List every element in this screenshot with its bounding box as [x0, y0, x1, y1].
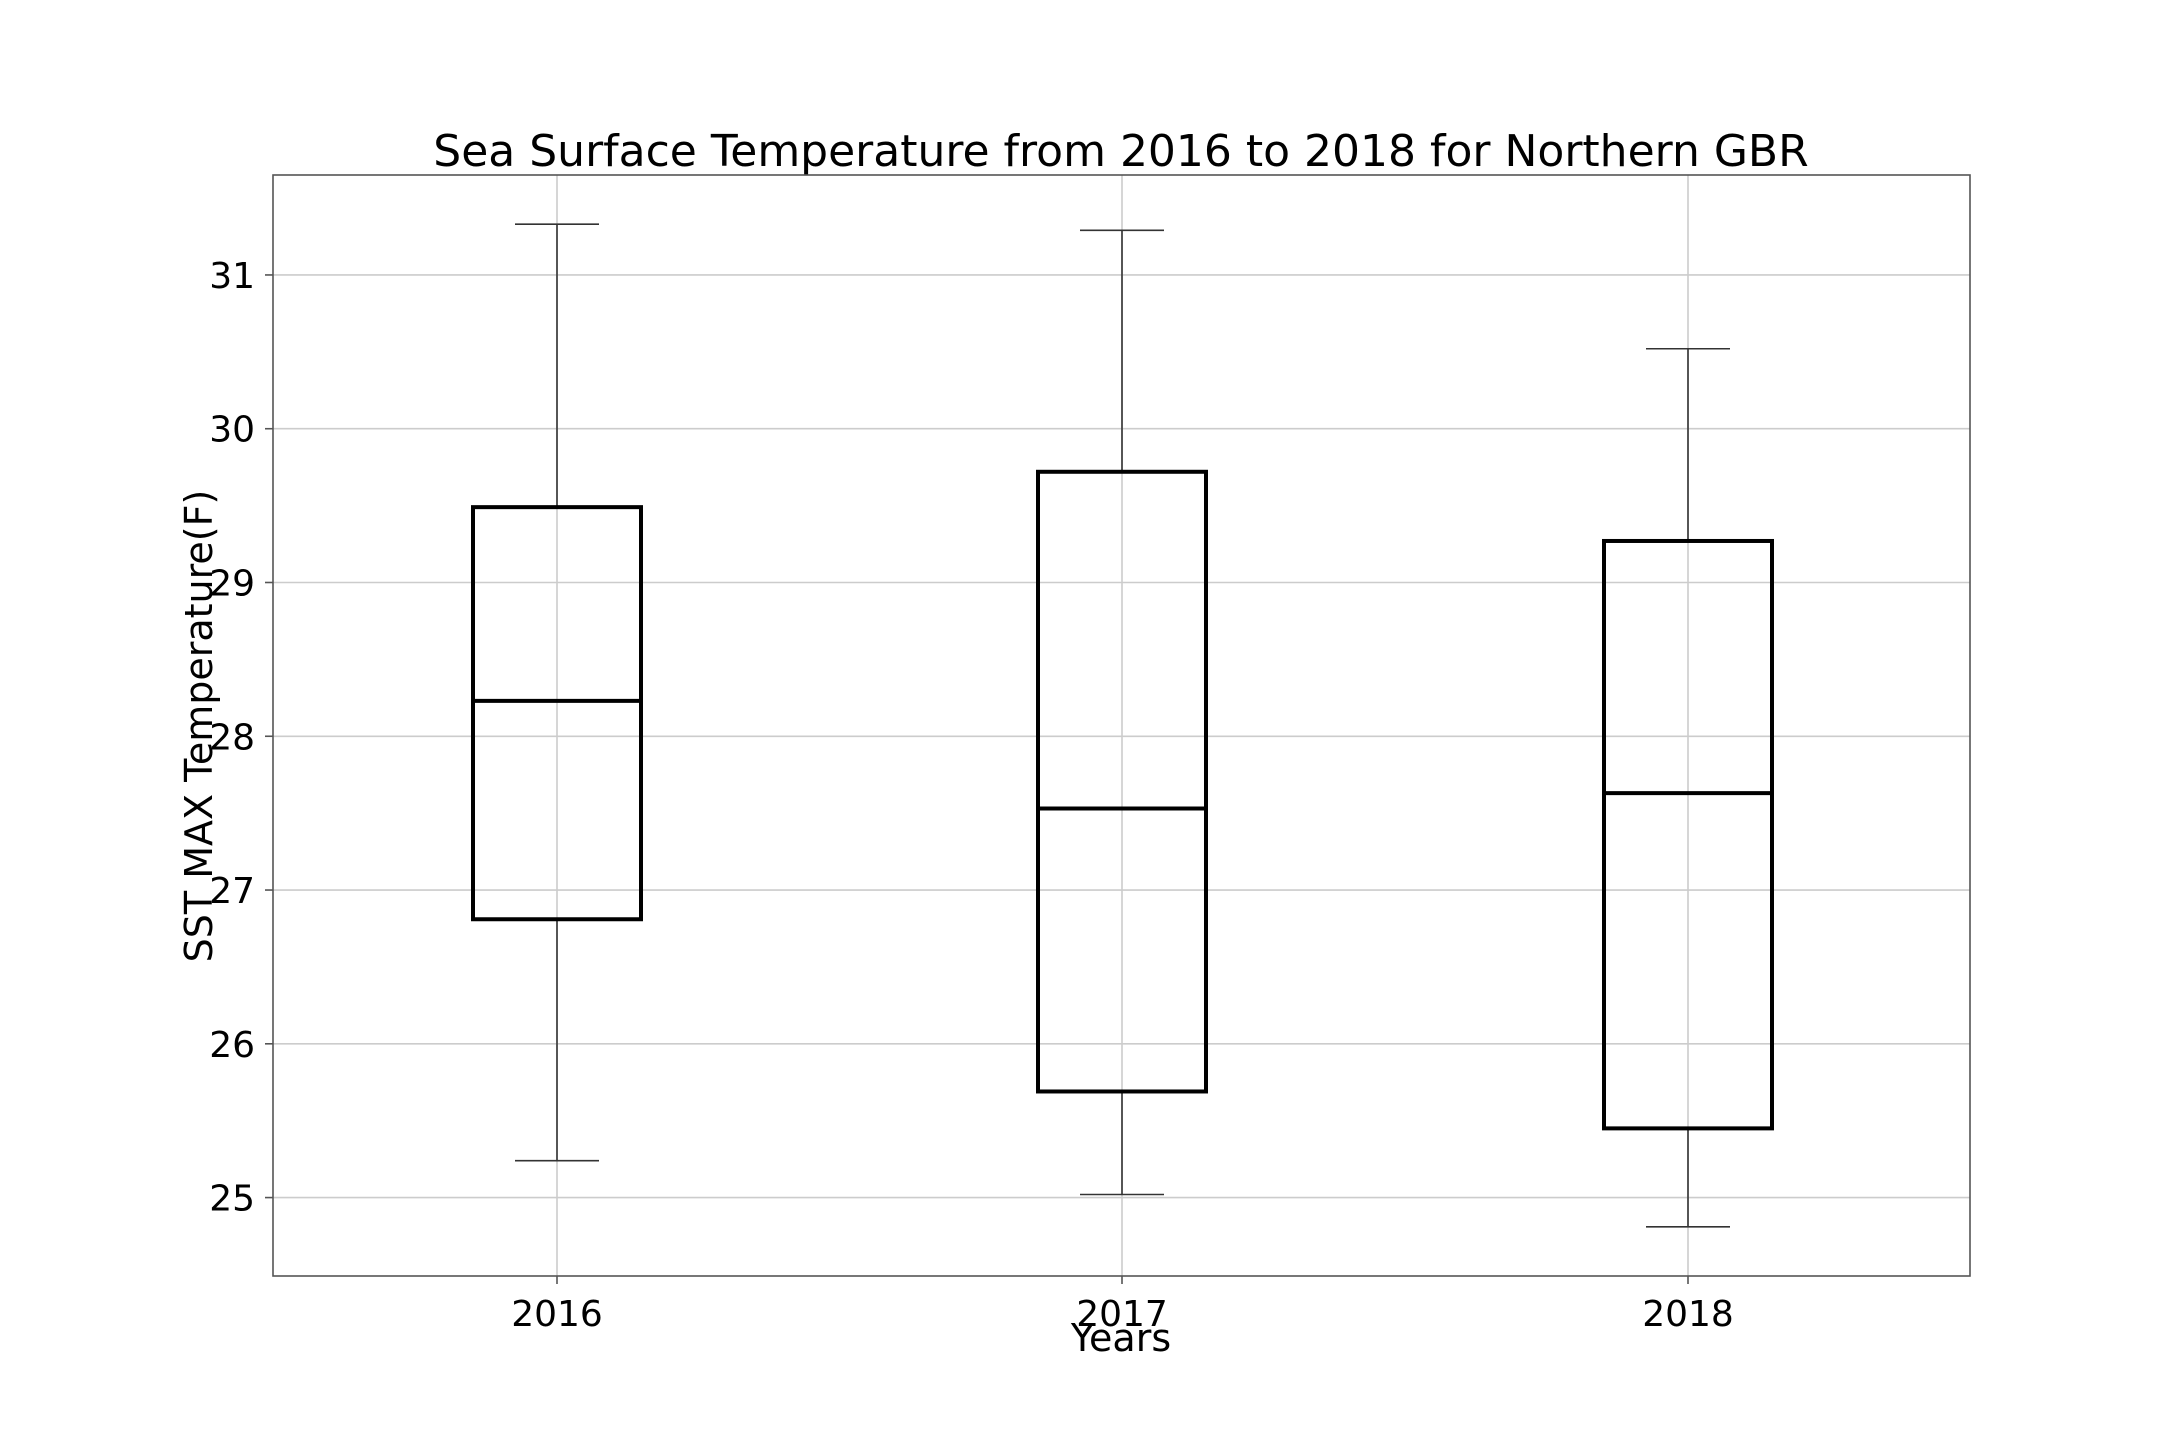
x-tick-label: 2017 — [1076, 1294, 1168, 1335]
y-tick-label: 30 — [209, 410, 255, 451]
box-2016 — [471, 223, 643, 1162]
box-2017 — [1036, 229, 1208, 1196]
iqr-box — [1602, 538, 1774, 1131]
y-tick-label: 31 — [209, 256, 255, 297]
iqr-box — [1036, 469, 1208, 1094]
y-tick-label: 27 — [209, 871, 255, 912]
y-tick-label: 25 — [209, 1179, 255, 1220]
y-tick-label: 29 — [209, 563, 255, 604]
y-axis-label: SST MAX Temperature(F) — [177, 490, 221, 963]
box-2018 — [1602, 347, 1774, 1228]
y-axis-ticks: 25 26 27 28 29 30 31 — [209, 256, 273, 1220]
x-tick-label: 2018 — [1642, 1294, 1734, 1335]
x-axis-ticks: 2016 2017 2018 — [511, 1276, 1734, 1335]
chart-title: Sea Surface Temperature from 2016 to 201… — [433, 126, 1808, 177]
box-series — [471, 223, 1774, 1228]
x-tick-label: 2016 — [511, 1294, 603, 1335]
y-tick-label: 28 — [209, 717, 255, 758]
iqr-box — [471, 505, 643, 922]
x-axis-label: Years — [1070, 1316, 1171, 1360]
y-tick-label: 26 — [209, 1025, 255, 1066]
